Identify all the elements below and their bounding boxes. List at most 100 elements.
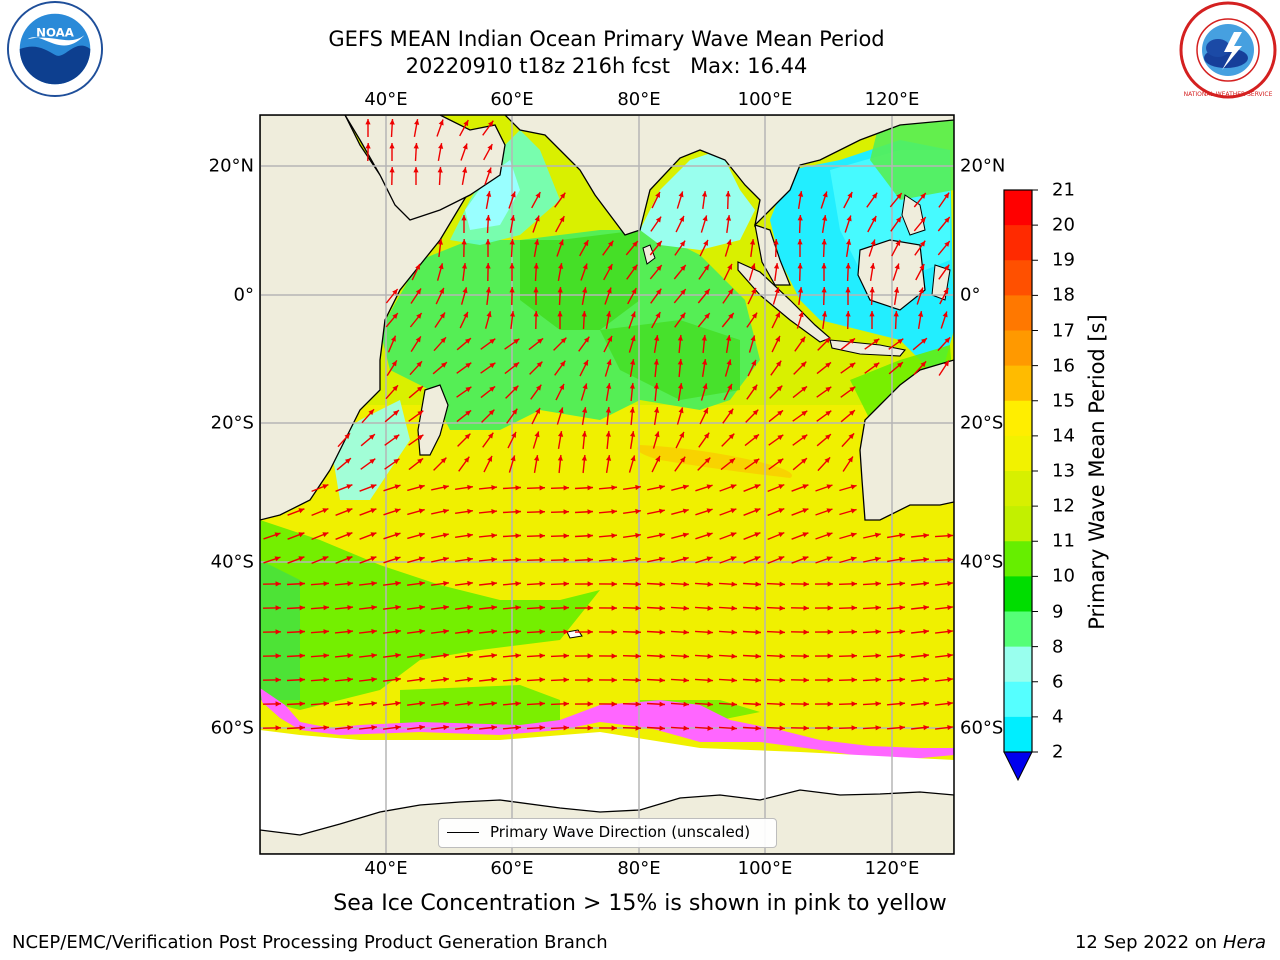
wave-arrow-head xyxy=(275,725,281,731)
wave-arrow-head xyxy=(513,362,520,368)
sumatra-land xyxy=(737,261,832,343)
wave-arrow-head xyxy=(822,215,828,221)
wave-arrow-head xyxy=(465,410,472,416)
wave-arrow-head xyxy=(563,653,569,659)
nws-logo-text: NATIONAL WEATHER SERVICE xyxy=(1184,91,1273,98)
wave-arrow-head xyxy=(750,335,756,342)
wave-arrow-head xyxy=(557,311,563,317)
wave-arrow-head xyxy=(488,432,494,439)
wave-arrow-head xyxy=(415,336,421,343)
wave-arrow-head xyxy=(683,629,689,635)
wave-arrow-head xyxy=(659,725,665,731)
wave-arrow-head xyxy=(679,215,684,222)
wave-arrow-head xyxy=(851,653,857,659)
wave-arrow-head xyxy=(491,653,497,659)
wave-arrow-head xyxy=(418,532,425,538)
wave-arrow-head xyxy=(605,431,611,437)
wave-arrow-head xyxy=(801,458,807,464)
colorbar-tick-label: 4 xyxy=(1052,706,1064,728)
wave-arrow-head xyxy=(923,725,929,731)
lon-tick-bottom-120e: 120°E xyxy=(864,858,920,879)
wave-arrow-head xyxy=(654,407,660,413)
wave-arrow-head xyxy=(728,433,735,440)
wave-arrow-head xyxy=(899,605,905,611)
wave-arrow-head xyxy=(659,701,665,707)
wave-arrow-head xyxy=(413,143,419,149)
map-gridlines xyxy=(260,115,954,854)
wave-arrow-head xyxy=(491,533,497,539)
wave-arrow-head xyxy=(825,434,831,440)
wave-arrow-head xyxy=(701,335,707,341)
wave-arrow-head xyxy=(825,362,831,368)
wave-arrow-head xyxy=(752,384,758,391)
wave-arrow-head xyxy=(467,580,473,587)
wave-arrow-head xyxy=(491,581,497,587)
wave-arrow-head xyxy=(896,216,902,223)
wave-arrow-head xyxy=(800,361,807,368)
wave-arrow-head xyxy=(656,265,662,271)
wave-arrow-head xyxy=(584,336,590,343)
wave-arrow-head xyxy=(509,311,515,317)
colorbar-tick-label: 8 xyxy=(1052,636,1064,658)
wave-arrow-head xyxy=(919,264,925,270)
wave-arrow-head xyxy=(727,383,732,390)
wave-arrow-head xyxy=(654,335,660,341)
wave-arrow-head xyxy=(582,407,588,413)
wave-arrow-head xyxy=(535,192,541,199)
wave-arrow-head xyxy=(630,455,636,462)
wave-arrow-head xyxy=(491,701,497,707)
wave-arrow-head xyxy=(847,192,853,198)
wave-arrow-head xyxy=(539,533,545,539)
wave-arrow-head xyxy=(824,457,831,464)
wave-arrow-head xyxy=(875,605,881,611)
wave-arrow-head xyxy=(947,629,953,635)
wave-arrow-head xyxy=(346,556,353,562)
footer-date-text: 12 Sep 2022 on xyxy=(1074,932,1218,953)
wave-arrow-head xyxy=(774,287,780,294)
wave-arrow-head xyxy=(826,556,833,562)
wave-arrow-head xyxy=(275,677,281,683)
wave-arrow-head xyxy=(347,629,353,635)
wave-arrow-head xyxy=(754,508,761,514)
colorbar-tick-label: 12 xyxy=(1052,495,1075,517)
map-frame xyxy=(259,114,955,855)
wave-arrow-head xyxy=(874,532,881,538)
colorbar-tick-label: 10 xyxy=(1052,565,1075,587)
colorbar-tick-label: 2 xyxy=(1052,741,1064,763)
wave-arrow-head xyxy=(392,289,398,295)
wave-arrow-head xyxy=(440,457,447,464)
wave-arrow-head xyxy=(371,581,377,587)
wave-arrow-head xyxy=(631,288,637,295)
wave-arrow-head xyxy=(659,605,665,611)
wave-arrow-head xyxy=(389,143,395,149)
australia-land xyxy=(859,359,954,521)
wave-arrow-head xyxy=(803,581,809,587)
wave-arrow-head xyxy=(323,605,329,611)
wave-arrow-head xyxy=(947,677,953,683)
wave-arrow-head xyxy=(539,653,545,659)
wave-arrow-head xyxy=(680,456,686,463)
wave-arrow-head xyxy=(413,167,419,173)
wave-arrow-head xyxy=(299,581,305,587)
wave-arrow-head xyxy=(587,557,593,563)
wave-arrow-head xyxy=(539,581,545,587)
wave-arrow-head xyxy=(821,287,827,293)
wave-arrow-head xyxy=(323,581,329,587)
wave-arrow-head xyxy=(870,239,876,246)
wave-arrow-head xyxy=(821,239,827,245)
colorbar-segment xyxy=(1004,611,1032,648)
wave-arrow-head xyxy=(419,604,425,611)
wave-arrow-head xyxy=(921,338,927,344)
wave-arrow-head xyxy=(683,677,689,683)
wave-arrow-head xyxy=(870,263,876,269)
wave-arrow-head xyxy=(512,385,519,392)
wave-arrow-head xyxy=(563,605,569,611)
wave-arrow-head xyxy=(371,701,377,707)
wave-arrow-head xyxy=(706,556,713,562)
wave-arrow-head xyxy=(803,725,809,731)
lat-tick-left-0: 0° xyxy=(233,284,254,306)
wave-arrow-head xyxy=(395,652,401,659)
wave-arrow-head xyxy=(485,215,491,221)
wave-arrow-head xyxy=(679,240,686,247)
wave-arrow-head xyxy=(659,532,665,538)
